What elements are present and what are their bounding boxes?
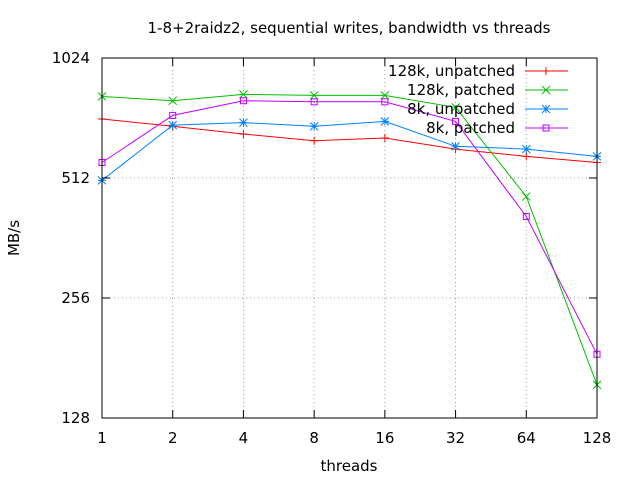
marker-stroke: [380, 91, 390, 100]
marker-stroke: [169, 111, 177, 119]
data-point: [239, 118, 248, 127]
data-point: [239, 90, 248, 99]
legend-label: 128k, unpatched: [388, 62, 515, 80]
data-point: [239, 130, 248, 139]
data-point: [309, 121, 319, 131]
ticks: 1 2 4 8 16 32 64 128 128 256 512 1024: [52, 49, 612, 447]
marker-stroke: [309, 121, 319, 131]
chart-title: 1-8+2raidz2, sequential writes, bandwidt…: [148, 19, 551, 37]
data-point: [451, 103, 460, 112]
marker-stroke: [541, 104, 551, 114]
data-point: [521, 144, 531, 154]
x-tick-label: 32: [446, 429, 465, 447]
series-line: [101, 118, 598, 163]
y-tick-label: 1024: [52, 49, 90, 67]
series: [97, 90, 602, 390]
series: [98, 97, 601, 358]
y-tick-label: 256: [61, 289, 90, 307]
marker-stroke: [522, 212, 530, 220]
data-point: [168, 96, 178, 106]
marker-stroke: [168, 96, 178, 106]
x-tick-label: 4: [239, 429, 249, 447]
data-point: [452, 117, 460, 125]
series-line: [101, 100, 598, 355]
marker-stroke: [239, 97, 247, 105]
legend-marker: [542, 124, 550, 132]
data-point: [169, 111, 177, 119]
data-point: [168, 120, 178, 130]
series: [98, 114, 601, 167]
data-point: [522, 212, 530, 220]
x-tick-label: 1: [97, 429, 107, 447]
data-point: [451, 141, 460, 151]
plot-frame: [101, 57, 598, 419]
legend-label: 8k, unpatched: [407, 100, 515, 118]
marker-stroke: [451, 103, 460, 112]
x-tick-label: 16: [375, 429, 394, 447]
data-point: [310, 98, 318, 106]
marker-stroke: [451, 141, 460, 151]
data-point: [380, 91, 390, 100]
marker-stroke: [168, 120, 178, 130]
marker-stroke: [310, 98, 318, 106]
data-point: [521, 192, 531, 201]
data-point: [381, 98, 389, 106]
legend-label: 128k, patched: [407, 81, 515, 99]
y-tick-label: 512: [61, 169, 90, 187]
y-axis-label: MB/s: [5, 220, 23, 256]
marker-stroke: [452, 117, 460, 125]
series: [97, 117, 602, 185]
grid: [102, 58, 597, 418]
marker-stroke: [239, 90, 248, 99]
data-point: [380, 134, 389, 143]
x-axis-label: threads: [321, 457, 378, 475]
x-tick-label: 64: [517, 429, 536, 447]
marker-stroke: [542, 124, 550, 132]
legend-marker: [541, 85, 551, 95]
data-point: [309, 91, 319, 100]
data-point: [522, 152, 531, 161]
marker-stroke: [309, 91, 319, 100]
x-tick-label: 2: [168, 429, 178, 447]
x-tick-label: 128: [583, 429, 612, 447]
series-line: [101, 120, 598, 181]
legend-label: 8k, patched: [426, 119, 515, 137]
data-point: [380, 117, 390, 126]
legend-marker: [542, 67, 550, 75]
marker-stroke: [541, 85, 551, 95]
series-line: [101, 93, 598, 386]
marker-stroke: [381, 98, 389, 106]
data-point: [310, 136, 319, 145]
series-layer: [97, 90, 602, 390]
y-tick-label: 128: [61, 409, 90, 427]
legend-marker: [541, 104, 551, 114]
marker-stroke: [521, 192, 531, 201]
x-tick-label: 8: [309, 429, 319, 447]
marker-stroke: [521, 144, 531, 154]
data-point: [239, 97, 247, 105]
marker-stroke: [239, 118, 248, 127]
marker-stroke: [380, 117, 390, 126]
